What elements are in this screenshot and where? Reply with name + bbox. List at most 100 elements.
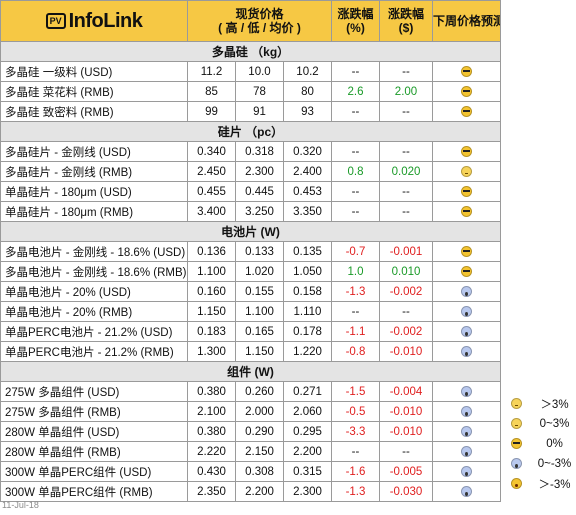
price-high: 1.150: [187, 301, 236, 322]
change-abs: --: [379, 61, 433, 82]
change-abs: -0.010: [379, 421, 433, 442]
section-header-row: 电池片 (W): [0, 221, 501, 242]
change-pct: -1.3: [331, 281, 380, 302]
product-name: 275W 多晶组件 (RMB): [0, 401, 188, 422]
forecast-cell: [432, 341, 501, 362]
price-avg: 2.300: [283, 481, 332, 502]
forecast-header: 下周价格预测: [432, 0, 501, 42]
change-abs: --: [379, 141, 433, 162]
scream-face-icon: [511, 458, 522, 469]
price-avg: 2.400: [283, 161, 332, 182]
forecast-cell: [432, 461, 501, 482]
scream-face-icon: [461, 425, 472, 437]
section-title: 多晶硅 （kg）: [0, 41, 501, 62]
change-abs: -0.010: [379, 401, 433, 422]
forecast-cell: [432, 301, 501, 322]
sunglasses-face-icon: [461, 85, 472, 97]
price-high: 0.455: [187, 181, 236, 202]
price-table: PV InfoLink 现货价格 ( 高 / 低 / 均价 ) 涨跌幅 (%) …: [0, 0, 501, 502]
change-pct: --: [331, 181, 380, 202]
change-pct: 0.8: [331, 161, 380, 182]
table-row: 单晶硅片 - 180μm (USD) 0.455 0.445 0.453 -- --: [0, 181, 501, 202]
forecast-cell: [432, 161, 501, 182]
neutral-face-icon: [511, 398, 522, 409]
change-abs: -0.002: [379, 321, 433, 342]
price-low: 78: [235, 81, 284, 102]
product-name: 280W 单晶组件 (RMB): [0, 441, 188, 462]
sunglasses-face-icon: [461, 185, 472, 197]
table-row: 多晶硅 菜花料 (RMB) 85 78 80 2.6 2.00: [0, 81, 501, 102]
legend-item: ＞3%: [503, 394, 576, 413]
price-avg: 1.110: [283, 301, 332, 322]
change-pct: --: [331, 201, 380, 222]
forecast-cell: [432, 441, 501, 462]
change-abs: --: [379, 101, 433, 122]
table-row: 多晶硅 致密料 (RMB) 99 91 93 -- --: [0, 101, 501, 122]
forecast-cell: [432, 201, 501, 222]
legend-item: 0%: [503, 434, 576, 453]
legend-label: 0%: [546, 437, 563, 450]
forecast-cell: [432, 281, 501, 302]
price-high: 85: [187, 81, 236, 102]
price-avg: 0.178: [283, 321, 332, 342]
table-row: 单晶PERC电池片 - 21.2% (USD) 0.183 0.165 0.178 -1…: [0, 321, 501, 342]
change-pct: --: [331, 61, 380, 82]
price-low: 0.155: [235, 281, 284, 302]
change-abs: 0.020: [379, 161, 433, 182]
change-pct: 1.0: [331, 261, 380, 282]
price-high: 2.220: [187, 441, 236, 462]
product-name: 275W 多晶组件 (USD): [0, 381, 188, 402]
change-abs: -0.001: [379, 241, 433, 262]
price-low: 2.000: [235, 401, 284, 422]
change-abs: -0.002: [379, 281, 433, 302]
price-low: 0.308: [235, 461, 284, 482]
table-row: 300W 单晶PERC组件 (RMB) 2.350 2.200 2.300 -1.3 -0…: [0, 481, 501, 502]
scream-face-icon: [461, 385, 472, 397]
table-row: 多晶电池片 - 金刚线 - 18.6% (USD) 0.136 0.133 0.135…: [0, 241, 501, 262]
logo-cell: PV InfoLink: [0, 0, 188, 42]
table-row: 多晶电池片 - 金刚线 - 18.6% (RMB) 1.100 1.020 1.050…: [0, 261, 501, 282]
report-date: 11-Jul-18: [2, 500, 39, 510]
product-name: 单晶电池片 - 20% (RMB): [0, 301, 188, 322]
price-high: 99: [187, 101, 236, 122]
change-pct: --: [331, 301, 380, 322]
forecast-cell: [432, 321, 501, 342]
change-pct: -1.6: [331, 461, 380, 482]
header-row: PV InfoLink 现货价格 ( 高 / 低 / 均价 ) 涨跌幅 (%) …: [0, 0, 501, 42]
change-pct: -1.3: [331, 481, 380, 502]
sunglasses-face-icon: [461, 205, 472, 217]
price-high: 0.430: [187, 461, 236, 482]
forecast-cell: [432, 261, 501, 282]
legend-label: 0~-3%: [537, 457, 572, 470]
product-name: 多晶电池片 - 金刚线 - 18.6% (USD): [0, 241, 188, 262]
scream-face-icon: [461, 305, 472, 317]
product-name: 单晶硅片 - 180μm (RMB): [0, 201, 188, 222]
product-name: 单晶PERC电池片 - 21.2% (RMB): [0, 341, 188, 362]
table-row: 单晶硅片 - 180μm (RMB) 3.400 3.250 3.350 -- --: [0, 201, 501, 222]
price-avg: 80: [283, 81, 332, 102]
price-low: 2.200: [235, 481, 284, 502]
price-low: 91: [235, 101, 284, 122]
price-avg: 10.2: [283, 61, 332, 82]
scream-face-icon: [461, 325, 472, 337]
change-usd-title: 涨跌幅: [387, 7, 424, 21]
price-low: 0.290: [235, 421, 284, 442]
price-high: 2.450: [187, 161, 236, 182]
price-low: 0.165: [235, 321, 284, 342]
sunglasses-face-icon: [461, 105, 472, 117]
price-avg: 0.135: [283, 241, 332, 262]
change-abs: --: [379, 181, 433, 202]
product-name: 多晶电池片 - 金刚线 - 18.6% (RMB): [0, 261, 188, 282]
change-abs: --: [379, 301, 433, 322]
change-pct: -1.5: [331, 381, 380, 402]
price-avg: 3.350: [283, 201, 332, 222]
change-pct: --: [331, 101, 380, 122]
product-name: 300W 单晶PERC组件 (USD): [0, 461, 188, 482]
forecast-cell: [432, 381, 501, 402]
table-body: 多晶硅 （kg） 多晶硅 一级料 (USD) 11.2 10.0 10.2 -- -- 多晶硅…: [0, 41, 501, 502]
brand-name: InfoLink: [68, 10, 143, 32]
price-high: 0.136: [187, 241, 236, 262]
product-name: 单晶硅片 - 180μm (USD): [0, 181, 188, 202]
change-abs: --: [379, 201, 433, 222]
change-usd-unit: ($): [398, 21, 414, 35]
